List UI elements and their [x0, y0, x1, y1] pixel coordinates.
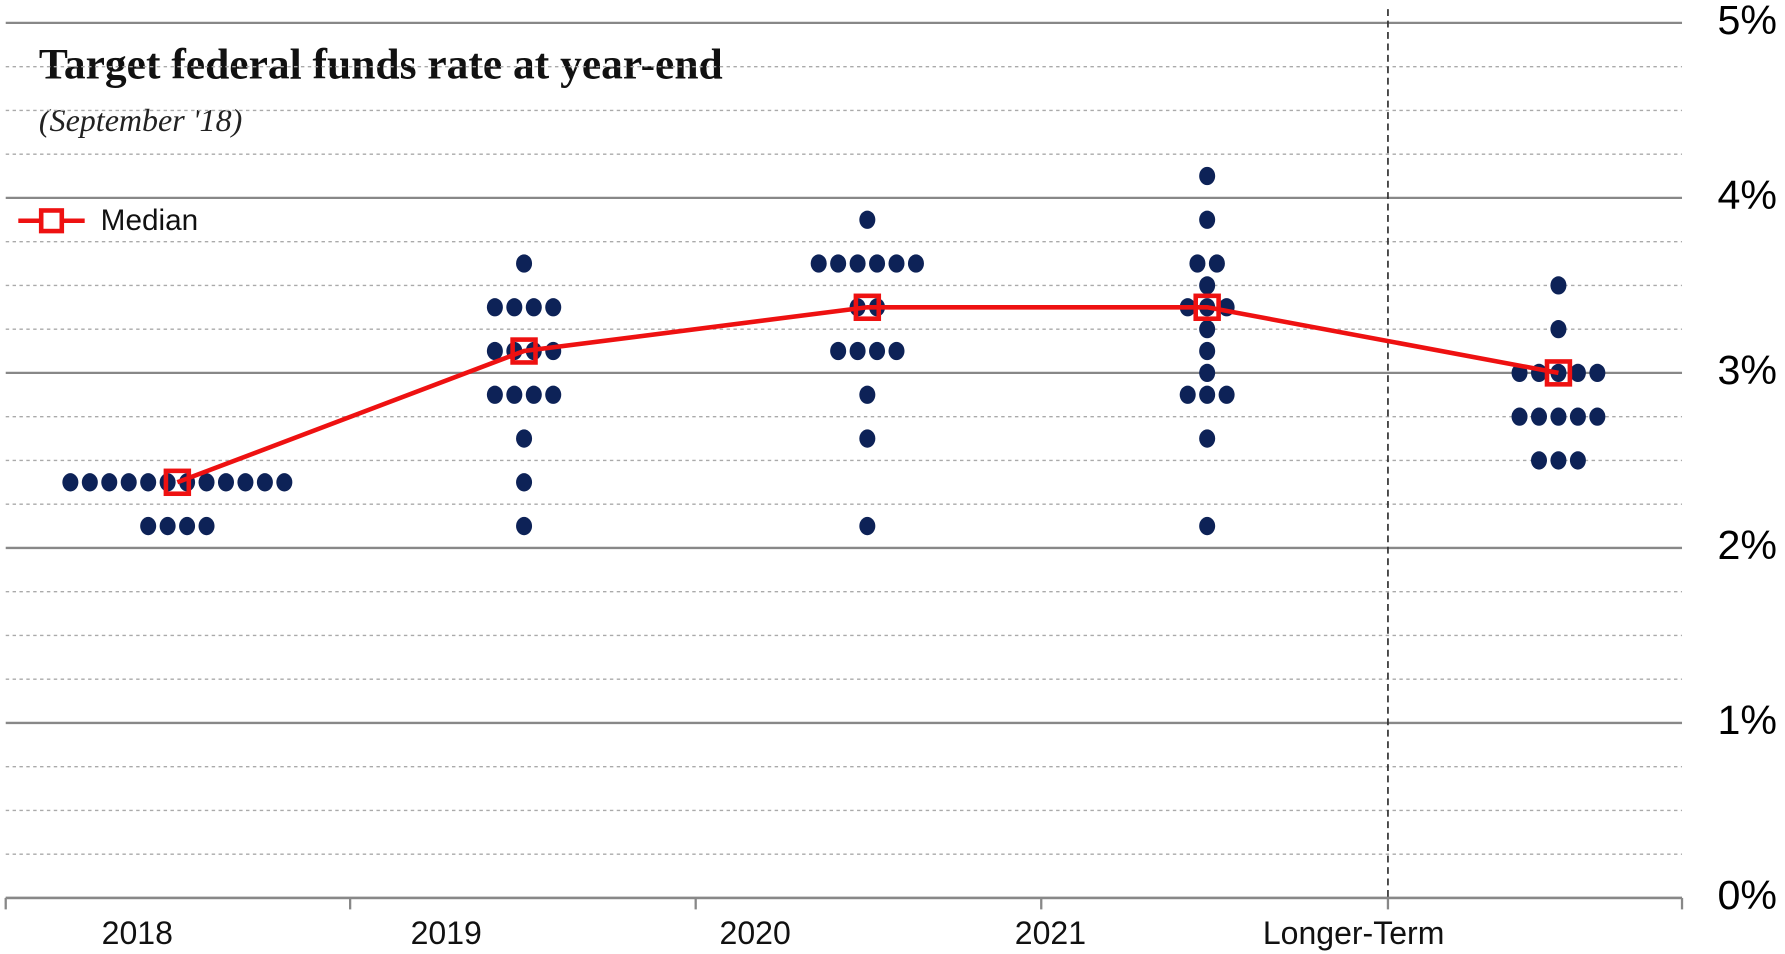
dot [516, 473, 533, 492]
dot [1189, 254, 1206, 273]
dot [869, 341, 886, 361]
dot [859, 429, 876, 448]
median-line [176, 304, 1559, 485]
dot [1530, 451, 1547, 470]
dot [62, 473, 79, 492]
dot [140, 516, 157, 536]
dot [1199, 385, 1216, 404]
median-marker [1193, 293, 1221, 322]
dot [486, 341, 503, 361]
x-tick-label: 2020 [720, 915, 791, 951]
legend-marker [38, 208, 65, 234]
dot [1199, 276, 1216, 295]
dot [1530, 407, 1547, 426]
dot [1199, 210, 1216, 229]
dot [140, 473, 157, 492]
y-tick-label: 4% [1717, 172, 1777, 218]
dot [101, 473, 118, 492]
dot [486, 298, 503, 317]
dot [525, 385, 542, 404]
dot [506, 298, 523, 317]
x-tick-label: Longer-Term [1263, 915, 1445, 951]
x-tick-label: 2018 [102, 915, 173, 951]
dot [1589, 407, 1606, 426]
dot [849, 341, 866, 361]
median-marker [1544, 359, 1573, 387]
dot [1569, 363, 1586, 383]
dot [1569, 407, 1586, 426]
dot [1218, 385, 1235, 404]
y-tick-label: 1% [1717, 697, 1777, 743]
dot [1511, 407, 1528, 426]
legend: Median [18, 204, 198, 237]
dot [1179, 385, 1196, 404]
chart-title: Target federal funds rate at year-end [39, 41, 723, 89]
dot [198, 516, 215, 536]
median-marker [163, 468, 192, 497]
dot [120, 473, 137, 492]
median-marker [853, 293, 882, 322]
legend-label: Median [101, 204, 199, 237]
dot [1550, 320, 1567, 339]
dot [849, 254, 866, 273]
dot [1199, 429, 1216, 448]
x-tick-label: 2021 [1015, 915, 1086, 951]
dot [1589, 363, 1606, 383]
dot [486, 385, 503, 404]
dot [888, 341, 905, 361]
dot [888, 254, 905, 273]
dot [859, 210, 876, 229]
grid [5, 21, 1683, 900]
dot [516, 429, 533, 448]
dot [198, 473, 215, 492]
dot [1199, 341, 1216, 361]
dot [276, 473, 293, 492]
dot [1199, 516, 1216, 536]
dot [81, 473, 98, 492]
dot [907, 254, 924, 273]
dot [869, 254, 886, 273]
dot [256, 473, 273, 492]
dot [1199, 363, 1216, 383]
dots [62, 166, 1606, 536]
dot [810, 254, 827, 273]
dot [237, 473, 254, 492]
dot [1550, 363, 1567, 383]
dot [830, 254, 847, 273]
dot [859, 385, 876, 404]
dot [1569, 451, 1586, 470]
median-marker [510, 337, 538, 365]
dot [217, 473, 234, 492]
dot [1550, 407, 1567, 426]
dot [525, 298, 542, 317]
dot [1199, 320, 1216, 339]
y-tick-label: 3% [1717, 347, 1777, 393]
dot [1550, 276, 1567, 295]
dot [545, 298, 562, 317]
dot [545, 385, 562, 404]
x-tick-label: 2019 [411, 915, 482, 951]
dot [859, 516, 876, 536]
dot [159, 516, 176, 536]
dot [516, 516, 533, 536]
y-tick-label: 2% [1717, 522, 1777, 568]
dot [1550, 451, 1567, 470]
y-tick-label: 5% [1717, 0, 1777, 43]
dot [1199, 166, 1216, 186]
dot [506, 385, 523, 404]
chart-subtitle: (September '18) [39, 102, 242, 138]
y-tick-label: 0% [1717, 872, 1777, 918]
dot [1208, 254, 1225, 273]
dot [179, 516, 196, 536]
dot [516, 254, 533, 273]
dot [830, 341, 847, 361]
